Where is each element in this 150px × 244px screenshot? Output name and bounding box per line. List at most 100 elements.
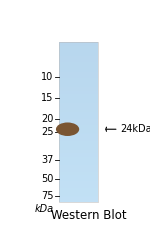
Bar bbox=[59, 113, 98, 114]
Bar bbox=[59, 174, 98, 175]
Bar bbox=[59, 163, 98, 164]
Text: 15: 15 bbox=[41, 93, 54, 103]
Bar bbox=[59, 101, 98, 102]
Bar bbox=[59, 125, 98, 126]
Bar bbox=[59, 186, 98, 187]
Bar bbox=[59, 173, 98, 174]
Bar bbox=[59, 90, 98, 91]
Bar bbox=[59, 167, 98, 168]
Bar bbox=[59, 168, 98, 169]
Bar bbox=[59, 86, 98, 87]
Bar bbox=[59, 83, 98, 84]
Bar bbox=[59, 124, 98, 125]
Bar bbox=[59, 104, 98, 105]
Text: kDa: kDa bbox=[34, 204, 54, 214]
Bar bbox=[59, 45, 98, 46]
Bar bbox=[59, 164, 98, 165]
Bar bbox=[59, 50, 98, 51]
Bar bbox=[59, 77, 98, 78]
Bar bbox=[59, 82, 98, 83]
Bar bbox=[59, 77, 98, 78]
Bar bbox=[59, 177, 98, 178]
Bar bbox=[59, 52, 98, 53]
Bar bbox=[59, 117, 98, 118]
Bar bbox=[59, 84, 98, 85]
Bar bbox=[59, 152, 98, 153]
Bar bbox=[59, 116, 98, 117]
Bar bbox=[59, 160, 98, 161]
Bar bbox=[59, 95, 98, 96]
Bar bbox=[59, 127, 98, 128]
Bar bbox=[59, 81, 98, 82]
Bar bbox=[59, 145, 98, 146]
Bar bbox=[59, 55, 98, 56]
Bar bbox=[59, 135, 98, 136]
Bar bbox=[59, 170, 98, 171]
Bar bbox=[59, 110, 98, 111]
Bar bbox=[59, 153, 98, 154]
Bar bbox=[59, 58, 98, 59]
Bar bbox=[59, 141, 98, 142]
Bar bbox=[59, 189, 98, 190]
Bar bbox=[59, 198, 98, 199]
Bar bbox=[59, 68, 98, 69]
Bar bbox=[59, 139, 98, 140]
Bar bbox=[59, 180, 98, 181]
Text: 20: 20 bbox=[41, 113, 54, 123]
Bar bbox=[59, 178, 98, 179]
Bar bbox=[59, 61, 98, 62]
Bar bbox=[59, 63, 98, 64]
Bar bbox=[59, 168, 98, 169]
Bar bbox=[59, 75, 98, 76]
Bar bbox=[59, 69, 98, 70]
Bar bbox=[59, 45, 98, 46]
Bar bbox=[59, 109, 98, 110]
Bar bbox=[59, 109, 98, 110]
Bar bbox=[59, 201, 98, 202]
Bar bbox=[59, 192, 98, 193]
Bar bbox=[59, 101, 98, 102]
Bar bbox=[59, 98, 98, 99]
Bar bbox=[59, 165, 98, 166]
Bar bbox=[59, 166, 98, 167]
Bar bbox=[59, 57, 98, 58]
Bar bbox=[59, 195, 98, 196]
Bar bbox=[59, 148, 98, 149]
Bar bbox=[59, 160, 98, 162]
Bar bbox=[59, 131, 98, 132]
Bar bbox=[59, 181, 98, 182]
Bar bbox=[59, 46, 98, 47]
Bar bbox=[59, 53, 98, 54]
Bar bbox=[59, 59, 98, 60]
Bar bbox=[59, 129, 98, 130]
Bar bbox=[59, 179, 98, 180]
Bar bbox=[59, 126, 98, 127]
Bar bbox=[59, 193, 98, 194]
Text: 24kDa: 24kDa bbox=[120, 124, 150, 134]
Bar bbox=[59, 144, 98, 145]
Bar bbox=[59, 158, 98, 159]
Bar bbox=[59, 197, 98, 198]
Bar bbox=[59, 184, 98, 185]
Bar bbox=[59, 111, 98, 112]
Bar bbox=[59, 119, 98, 120]
Bar bbox=[59, 159, 98, 160]
Bar bbox=[59, 116, 98, 118]
Bar bbox=[59, 123, 98, 124]
Bar bbox=[59, 137, 98, 138]
Bar bbox=[59, 74, 98, 75]
Bar bbox=[59, 182, 98, 183]
Bar bbox=[59, 156, 98, 157]
Ellipse shape bbox=[56, 122, 79, 136]
Bar bbox=[59, 53, 98, 54]
Bar bbox=[59, 194, 98, 195]
Bar bbox=[59, 60, 98, 61]
Bar bbox=[59, 175, 98, 176]
Bar bbox=[59, 133, 98, 134]
Bar bbox=[59, 200, 98, 201]
Bar bbox=[59, 122, 98, 123]
Bar bbox=[59, 161, 98, 162]
Bar bbox=[59, 144, 98, 145]
Bar bbox=[59, 89, 98, 90]
Bar bbox=[59, 180, 98, 181]
